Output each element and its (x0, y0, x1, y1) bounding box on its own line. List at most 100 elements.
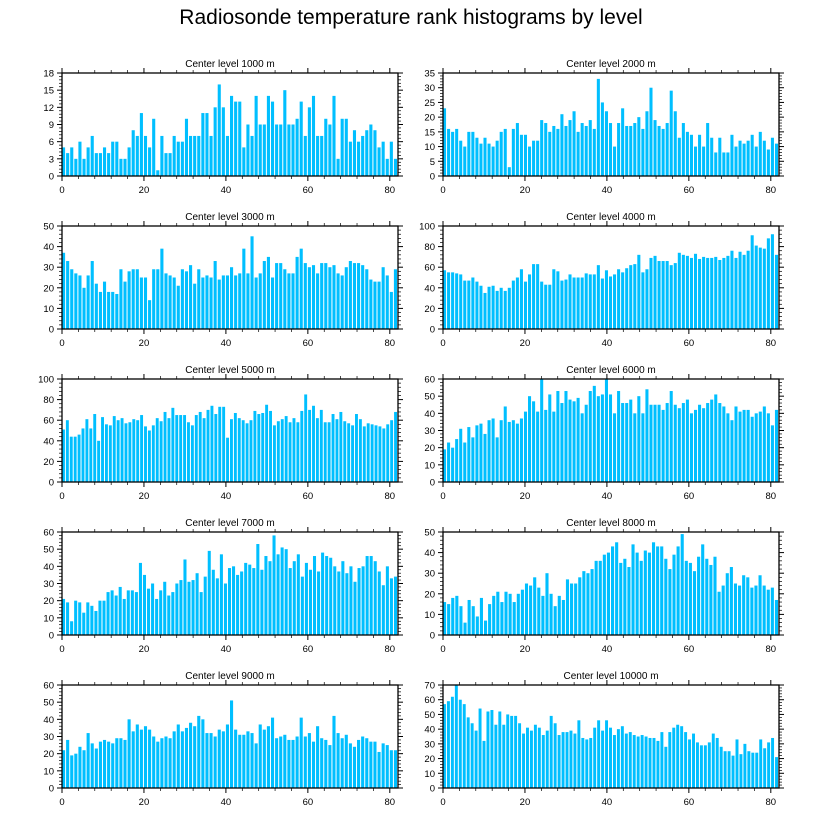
histogram-bar (393, 269, 397, 329)
histogram-bar (451, 597, 455, 635)
histogram-bar (625, 403, 629, 482)
histogram-bar (455, 439, 459, 482)
histogram-bar (605, 720, 609, 788)
histogram-bar (774, 599, 778, 635)
y-tick-label: 20 (424, 113, 435, 124)
histogram-bar (390, 420, 394, 482)
histogram-bar (600, 394, 604, 482)
y-tick-label: 40 (424, 409, 435, 420)
x-tick-label: 0 (59, 491, 64, 502)
histogram-bar (262, 261, 266, 329)
y-tick-label: 10 (43, 613, 54, 624)
histogram-bar (653, 120, 657, 176)
histogram-bar (249, 420, 253, 482)
histogram-panel: Center level 8000 m 0 10 20 30 40 50 0 20 40 60 80 (424, 518, 784, 655)
histogram-bar (168, 153, 172, 176)
histogram-bar (722, 406, 726, 482)
histogram-bar (758, 575, 762, 635)
histogram-bar (770, 587, 774, 635)
histogram-bar (98, 600, 102, 635)
histogram-bar (339, 411, 343, 482)
histogram-bar (533, 577, 537, 635)
histogram-bar (526, 727, 529, 788)
histogram-bar (160, 738, 164, 788)
histogram-bar (498, 711, 502, 788)
histogram-bar (256, 544, 260, 635)
histogram-bar (519, 418, 523, 482)
histogram-bar (588, 120, 592, 176)
histogram-bar (336, 733, 340, 788)
histogram-bar (217, 84, 221, 176)
histogram-bar (723, 751, 727, 788)
histogram-bar (515, 423, 519, 482)
histogram-bar (507, 421, 511, 482)
x-tick-label: 0 (59, 185, 64, 196)
histogram-bar (450, 696, 454, 788)
histogram-bar (684, 732, 688, 788)
histogram-bar (311, 741, 316, 788)
y-tick-label: 20 (43, 457, 54, 468)
histogram-bar (685, 255, 689, 329)
histogram-bar (564, 125, 568, 176)
histogram-bar (151, 583, 155, 635)
histogram-bar (729, 567, 733, 635)
histogram-bar (254, 277, 258, 329)
histogram-bar (81, 428, 85, 482)
histogram-bar (711, 733, 715, 788)
histogram-bar (82, 158, 86, 176)
histogram-bar (706, 403, 710, 482)
histogram-bar (238, 273, 242, 329)
histogram-bar (483, 292, 487, 329)
histogram-bar (111, 141, 115, 176)
histogram-bar (665, 123, 669, 176)
histogram-bar (258, 724, 262, 788)
histogram-bar (218, 406, 222, 482)
y-tick-label: 50 (43, 222, 54, 233)
histogram-bar (604, 270, 608, 329)
histogram-bar (536, 411, 540, 482)
histogram-bar (487, 420, 491, 482)
histogram-bar (676, 546, 680, 635)
histogram-bar (238, 734, 242, 788)
histogram-bar (242, 248, 246, 329)
histogram-bar (187, 581, 191, 635)
histogram-bar (767, 742, 771, 788)
y-tick-label: 10 (424, 142, 435, 153)
histogram-bar (491, 146, 495, 176)
histogram-bar (668, 569, 672, 635)
histogram-bar (698, 134, 702, 176)
histogram-bar (365, 130, 369, 176)
histogram-bar (552, 411, 556, 482)
histogram-bar (608, 276, 613, 329)
histogram-bar (82, 287, 86, 329)
histogram-bar (349, 566, 353, 635)
histogram-bar (193, 283, 197, 329)
histogram-bar (487, 143, 491, 176)
histogram-bar (230, 267, 234, 329)
histogram-bar (592, 274, 596, 329)
histogram-bar (518, 723, 522, 788)
histogram-bar (180, 141, 184, 176)
x-tick-label: 80 (385, 491, 396, 502)
histogram-bar (471, 437, 475, 482)
histogram-bar (385, 566, 389, 635)
histogram-bar (478, 708, 482, 788)
histogram-bar (710, 257, 714, 329)
histogram-bar (258, 124, 262, 176)
histogram-bar (770, 425, 774, 482)
histogram-bar (645, 269, 649, 329)
histogram-bar (718, 137, 722, 176)
histogram-bar (253, 410, 257, 482)
histogram-bar (673, 263, 677, 329)
histogram-bar (714, 394, 718, 482)
histogram-bar (241, 420, 245, 482)
histogram-bar (139, 729, 143, 788)
histogram-bar (312, 405, 315, 482)
histogram-bar (287, 124, 291, 176)
histogram-bar (373, 130, 377, 176)
histogram-bar (483, 433, 487, 482)
histogram-bar (617, 269, 621, 329)
histogram-bar (296, 422, 300, 482)
histogram-bar (270, 101, 275, 176)
histogram-bar (644, 736, 648, 788)
